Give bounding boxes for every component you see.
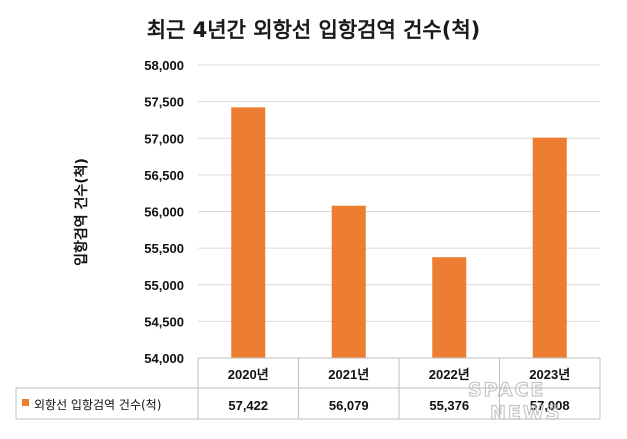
y-axis-ticks: 54,000 54,500 55,000 55,500 56,000 56,500 57,0…: [144, 58, 184, 366]
chart-title: 최근 4년간 외항선 입항검역 건수(척): [146, 18, 481, 42]
watermark-line1: SPACE: [468, 379, 546, 401]
legend-swatch: [22, 399, 29, 406]
x-tick-label: 2022년: [429, 367, 470, 382]
y-axis-label: 입항검역 건수(척): [73, 158, 90, 266]
y-tick-label: 57,500: [144, 95, 184, 110]
data-label: 57,422: [228, 398, 268, 413]
x-tick-label: 2020년: [228, 367, 269, 382]
y-tick-label: 55,500: [144, 241, 184, 256]
y-tick-label: 54,000: [144, 351, 184, 366]
data-label: 55,376: [429, 398, 469, 413]
y-tick-label: 54,500: [144, 314, 184, 329]
data-label: 57,008: [530, 398, 570, 413]
bar-2022년: [432, 257, 467, 358]
watermark-line2: NEWS: [490, 402, 562, 424]
bars: [231, 107, 567, 358]
watermark-logo: SPACE NEWS: [467, 378, 562, 424]
y-tick-label: 56,000: [144, 205, 184, 220]
y-tick-label: 56,500: [144, 168, 184, 183]
data-label: 56,079: [329, 398, 369, 413]
x-tick-label: 2021년: [328, 367, 369, 382]
y-tick-label: 58,000: [144, 58, 184, 73]
y-tick-label: 57,000: [144, 131, 184, 146]
x-tick-label: 2023년: [529, 367, 570, 382]
bar-2021년: [331, 205, 366, 358]
y-tick-label: 55,000: [144, 278, 184, 293]
bar-2023년: [532, 137, 567, 358]
legend-label: 외항선 입항검역 건수(척): [34, 398, 161, 412]
data-table: 2020년 57,422 2021년 56,079 2022년 55,376 2023년 57…: [15, 357, 601, 420]
bar-2020년: [231, 107, 266, 358]
